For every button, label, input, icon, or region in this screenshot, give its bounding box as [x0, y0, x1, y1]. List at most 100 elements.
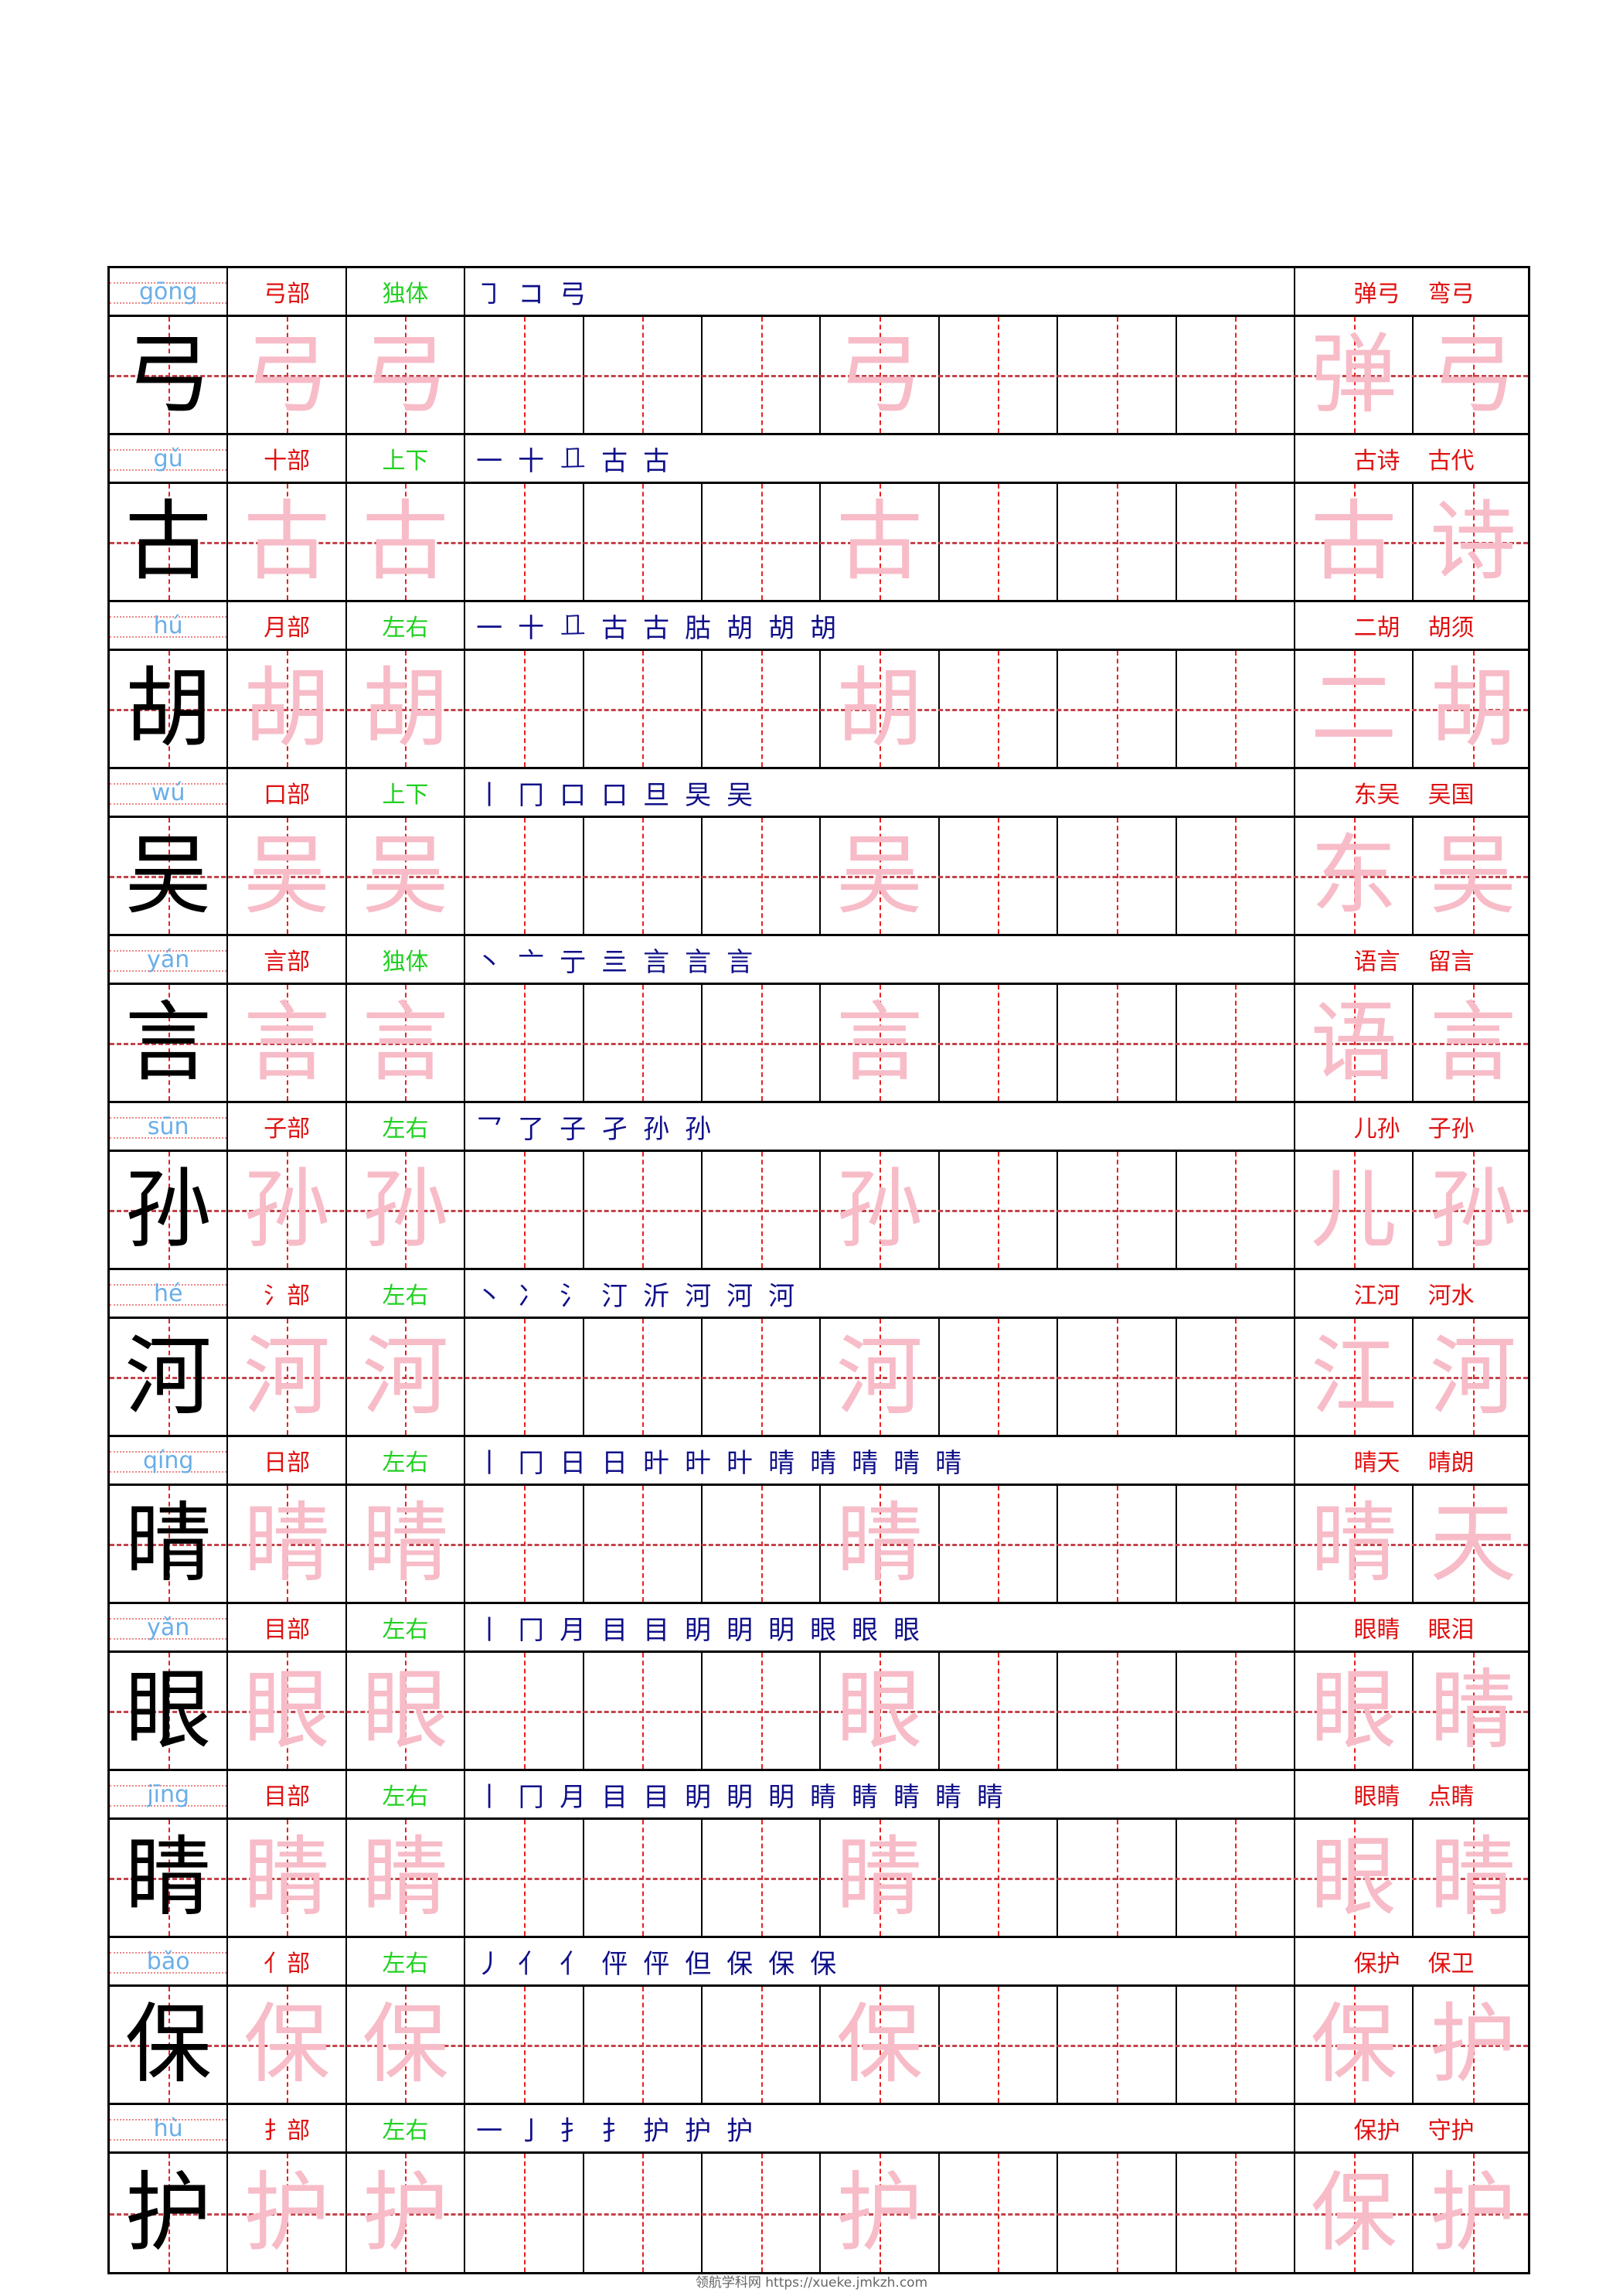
writing-cell[interactable] — [940, 1319, 1059, 1435]
writing-cell[interactable]: 孙 — [110, 1152, 229, 1268]
writing-cell[interactable] — [1058, 2154, 1177, 2272]
writing-cell[interactable] — [940, 651, 1059, 767]
writing-cell[interactable] — [703, 818, 822, 934]
writing-cell[interactable]: 吴 — [110, 818, 229, 934]
writing-cell[interactable]: 保 — [228, 1987, 347, 2103]
writing-cell[interactable]: 眼 — [821, 1653, 940, 1769]
writing-cell[interactable] — [584, 1987, 703, 2103]
writing-cell[interactable]: 言 — [1414, 985, 1532, 1101]
writing-cell[interactable] — [940, 1820, 1059, 1936]
writing-cell[interactable] — [465, 317, 584, 433]
writing-cell[interactable] — [465, 1653, 584, 1769]
writing-cell[interactable] — [465, 1486, 584, 1602]
writing-cell[interactable] — [940, 1987, 1059, 2103]
writing-cell[interactable] — [584, 1486, 703, 1602]
writing-cell[interactable]: 古 — [110, 484, 229, 600]
writing-cell[interactable] — [465, 1152, 584, 1268]
writing-cell[interactable] — [1177, 484, 1295, 600]
writing-cell[interactable] — [940, 1152, 1059, 1268]
writing-cell[interactable]: 眼 — [347, 1653, 466, 1769]
writing-cell[interactable]: 河 — [1414, 1319, 1532, 1435]
writing-cell[interactable]: 古 — [821, 484, 940, 600]
writing-cell[interactable]: 睛 — [1414, 1820, 1532, 1936]
writing-cell[interactable] — [1177, 317, 1295, 433]
writing-cell[interactable] — [584, 651, 703, 767]
writing-cell[interactable]: 护 — [1414, 2154, 1532, 2272]
writing-cell[interactable]: 胡 — [821, 651, 940, 767]
writing-cell[interactable] — [1177, 1820, 1295, 1936]
writing-cell[interactable]: 睛 — [110, 1820, 229, 1936]
writing-cell[interactable]: 吴 — [347, 818, 466, 934]
writing-cell[interactable]: 睛 — [821, 1820, 940, 1936]
writing-cell[interactable] — [703, 2154, 822, 2272]
writing-cell[interactable] — [1058, 1820, 1177, 1936]
writing-cell[interactable]: 保 — [347, 1987, 466, 2103]
writing-cell[interactable] — [1177, 985, 1295, 1101]
writing-cell[interactable] — [703, 1486, 822, 1602]
writing-cell[interactable]: 胡 — [228, 651, 347, 767]
writing-cell[interactable]: 保 — [821, 1987, 940, 2103]
writing-cell[interactable]: 眼 — [1295, 1653, 1414, 1769]
writing-cell[interactable] — [703, 1319, 822, 1435]
writing-cell[interactable] — [1058, 1152, 1177, 1268]
writing-cell[interactable]: 言 — [347, 985, 466, 1101]
writing-cell[interactable] — [940, 1653, 1059, 1769]
writing-cell[interactable] — [1058, 1486, 1177, 1602]
writing-cell[interactable]: 弓 — [228, 317, 347, 433]
writing-cell[interactable] — [465, 651, 584, 767]
writing-cell[interactable]: 晴 — [110, 1486, 229, 1602]
writing-cell[interactable]: 保 — [1295, 2154, 1414, 2272]
writing-cell[interactable] — [703, 1152, 822, 1268]
writing-cell[interactable]: 东 — [1295, 818, 1414, 934]
writing-cell[interactable]: 孙 — [1414, 1152, 1532, 1268]
writing-cell[interactable]: 护 — [110, 2154, 229, 2272]
writing-cell[interactable]: 言 — [821, 985, 940, 1101]
writing-cell[interactable] — [1177, 651, 1295, 767]
writing-cell[interactable]: 儿 — [1295, 1152, 1414, 1268]
writing-cell[interactable]: 言 — [228, 985, 347, 1101]
writing-cell[interactable] — [1177, 2154, 1295, 2272]
writing-cell[interactable] — [465, 1319, 584, 1435]
writing-cell[interactable]: 弹 — [1295, 317, 1414, 433]
writing-cell[interactable]: 晴 — [821, 1486, 940, 1602]
writing-cell[interactable]: 河 — [821, 1319, 940, 1435]
writing-cell[interactable]: 护 — [821, 2154, 940, 2272]
writing-cell[interactable] — [465, 985, 584, 1101]
writing-cell[interactable] — [465, 1987, 584, 2103]
writing-cell[interactable] — [1058, 1987, 1177, 2103]
writing-cell[interactable]: 护 — [228, 2154, 347, 2272]
writing-cell[interactable]: 弓 — [1414, 317, 1532, 433]
writing-cell[interactable]: 眼 — [1295, 1820, 1414, 1936]
writing-cell[interactable] — [703, 1820, 822, 1936]
writing-cell[interactable] — [1058, 1653, 1177, 1769]
writing-cell[interactable] — [584, 985, 703, 1101]
writing-cell[interactable] — [1058, 651, 1177, 767]
writing-cell[interactable]: 晴 — [228, 1486, 347, 1602]
writing-cell[interactable] — [584, 484, 703, 600]
writing-cell[interactable]: 天 — [1414, 1486, 1532, 1602]
writing-cell[interactable]: 眼 — [228, 1653, 347, 1769]
writing-cell[interactable]: 语 — [1295, 985, 1414, 1101]
writing-cell[interactable] — [584, 1319, 703, 1435]
writing-cell[interactable] — [703, 985, 822, 1101]
writing-cell[interactable]: 弓 — [110, 317, 229, 433]
writing-cell[interactable] — [1177, 1653, 1295, 1769]
writing-cell[interactable]: 吴 — [1414, 818, 1532, 934]
writing-cell[interactable] — [940, 985, 1059, 1101]
writing-cell[interactable] — [584, 1820, 703, 1936]
writing-cell[interactable] — [465, 484, 584, 600]
writing-cell[interactable] — [584, 2154, 703, 2272]
writing-cell[interactable] — [465, 2154, 584, 2272]
writing-cell[interactable] — [703, 1987, 822, 2103]
writing-cell[interactable]: 护 — [347, 2154, 466, 2272]
writing-cell[interactable]: 古 — [1295, 484, 1414, 600]
writing-cell[interactable]: 孙 — [228, 1152, 347, 1268]
writing-cell[interactable]: 胡 — [1414, 651, 1532, 767]
writing-cell[interactable] — [465, 1820, 584, 1936]
writing-cell[interactable] — [703, 484, 822, 600]
writing-cell[interactable] — [1177, 1152, 1295, 1268]
writing-cell[interactable]: 弓 — [821, 317, 940, 433]
writing-cell[interactable]: 胡 — [110, 651, 229, 767]
writing-cell[interactable] — [703, 651, 822, 767]
writing-cell[interactable] — [1177, 1319, 1295, 1435]
